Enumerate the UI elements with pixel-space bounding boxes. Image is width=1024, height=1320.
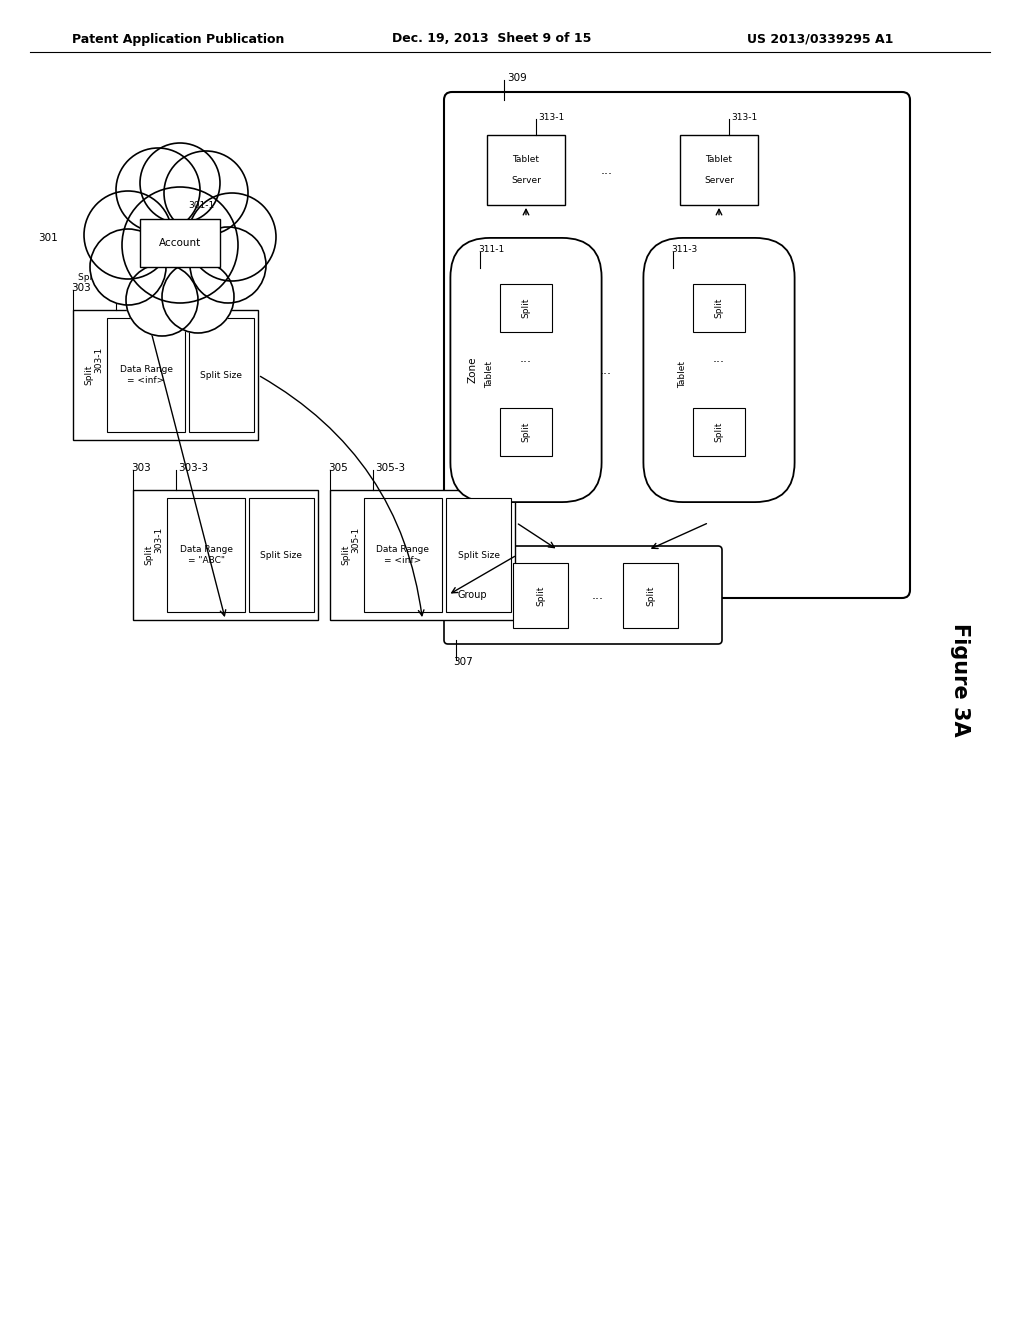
Bar: [680, 135, 758, 205]
Text: 305: 305: [328, 463, 348, 473]
Bar: [73, 310, 258, 440]
Text: 303: 303: [131, 463, 151, 473]
Circle shape: [140, 143, 220, 223]
Text: ...: ...: [601, 164, 613, 177]
Text: Group: Group: [458, 590, 487, 601]
Bar: [623, 564, 678, 628]
Bar: [693, 284, 745, 333]
Text: Zone: Zone: [467, 356, 477, 383]
Text: Split: Split: [144, 545, 154, 565]
Circle shape: [164, 150, 248, 235]
Text: Patent Application Publication: Patent Application Publication: [72, 33, 285, 45]
Text: 311-1: 311-1: [478, 246, 504, 253]
Text: 313-1: 313-1: [538, 112, 564, 121]
Bar: [500, 284, 552, 333]
Text: ...: ...: [713, 351, 725, 364]
Bar: [364, 498, 442, 612]
Text: Data Range
= <inf>: Data Range = <inf>: [120, 366, 172, 384]
Bar: [500, 408, 552, 455]
Text: ...: ...: [520, 351, 532, 364]
Text: 309: 309: [507, 73, 526, 83]
Bar: [167, 498, 245, 612]
Text: 301: 301: [38, 234, 57, 243]
Circle shape: [116, 148, 200, 232]
Text: 303-3: 303-3: [118, 282, 148, 293]
Bar: [140, 219, 220, 267]
Text: 307: 307: [453, 657, 473, 667]
FancyBboxPatch shape: [643, 238, 795, 502]
Text: 311-3: 311-3: [671, 246, 697, 253]
Text: Split: Split: [341, 545, 350, 565]
Bar: [446, 498, 511, 612]
Bar: [487, 135, 565, 205]
Text: Dec. 19, 2013  Sheet 9 of 15: Dec. 19, 2013 Sheet 9 of 15: [392, 33, 592, 45]
Text: Data Range
= <inf>: Data Range = <inf>: [377, 545, 429, 565]
Circle shape: [90, 228, 166, 305]
Circle shape: [190, 227, 266, 304]
Text: 303-1: 303-1: [94, 347, 103, 374]
Bar: [249, 498, 314, 612]
Text: ...: ...: [592, 589, 604, 602]
Bar: [330, 490, 515, 620]
Text: Account: Account: [159, 238, 201, 248]
Text: 305-1: 305-1: [351, 527, 360, 553]
Text: ...: ...: [600, 363, 612, 376]
Text: Split: Split: [521, 422, 530, 442]
Bar: [106, 318, 185, 432]
FancyBboxPatch shape: [451, 238, 601, 502]
Text: Split: Split: [715, 298, 724, 318]
Circle shape: [162, 261, 234, 333]
Text: 301-1: 301-1: [188, 201, 214, 210]
FancyBboxPatch shape: [444, 92, 910, 598]
Text: 303-1: 303-1: [155, 527, 164, 553]
Circle shape: [122, 187, 238, 304]
Circle shape: [126, 264, 198, 337]
Text: Split: Split: [521, 298, 530, 318]
Text: Split: Split: [646, 585, 655, 606]
Text: 303-3: 303-3: [178, 463, 208, 473]
Text: Server: Server: [705, 176, 734, 185]
Text: Split Size: Split Size: [260, 550, 302, 560]
Text: Split: Split: [715, 422, 724, 442]
Circle shape: [188, 193, 276, 281]
Bar: [693, 408, 745, 455]
Text: 313-1: 313-1: [731, 112, 758, 121]
Text: Figure 3A: Figure 3A: [950, 623, 970, 737]
Text: 303: 303: [71, 282, 91, 293]
Text: Split: Split: [85, 364, 93, 385]
Bar: [133, 490, 318, 620]
Text: Server: Server: [511, 176, 541, 185]
Text: Tablet: Tablet: [512, 154, 540, 164]
Text: Split Size: Split Size: [201, 371, 243, 380]
Bar: [189, 318, 254, 432]
Text: Split: Split: [536, 585, 545, 606]
Text: Split  303-1: Split 303-1: [78, 273, 130, 282]
Circle shape: [84, 191, 172, 279]
Text: Tablet: Tablet: [485, 362, 495, 388]
Text: 305-3: 305-3: [375, 463, 406, 473]
FancyBboxPatch shape: [444, 546, 722, 644]
Text: Tablet: Tablet: [706, 154, 732, 164]
Text: Tablet: Tablet: [679, 362, 687, 388]
Text: Data Range
= "ABC": Data Range = "ABC": [179, 545, 232, 565]
Text: US 2013/0339295 A1: US 2013/0339295 A1: [746, 33, 893, 45]
Text: Split Size: Split Size: [458, 550, 500, 560]
Bar: [513, 564, 568, 628]
